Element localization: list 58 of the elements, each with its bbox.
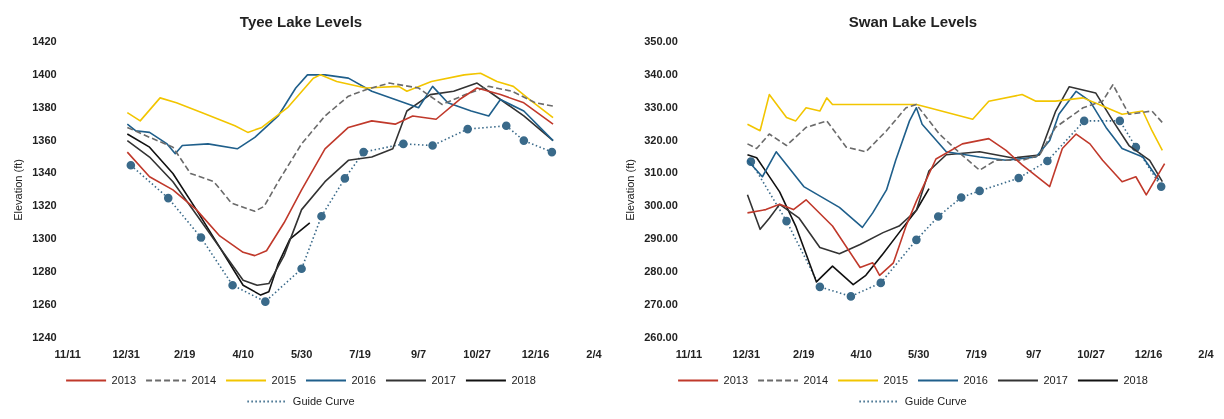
y-tick-label: 300.00 (644, 199, 678, 212)
legend-label: 2017 (1043, 373, 1068, 386)
legend-label: 2016 (351, 373, 376, 386)
x-tick-label: 2/19 (173, 348, 196, 361)
y-axis-title: Elevation (ft) (11, 159, 24, 221)
legend-label: 2013 (111, 373, 137, 386)
x-tick-label: 9/7 (1025, 348, 1042, 361)
y-tick-label: 1420 (32, 35, 57, 48)
x-tick-label: 4/10 (850, 348, 872, 361)
x-tick-label: 11/11 (675, 348, 703, 361)
x-tick-label: 12/16 (521, 348, 550, 361)
y-tick-label: 1320 (32, 199, 57, 212)
x-tick-label: 4/10 (232, 348, 254, 361)
y-tick-label: 310.00 (644, 166, 678, 179)
x-tick-label: 5/30 (290, 348, 313, 361)
x-tick-label: 2/4 (586, 348, 603, 361)
legend-label: Guide Curve (292, 394, 355, 407)
x-tick-label: 7/19 (965, 348, 987, 361)
y-tick-label: 350.00 (644, 35, 678, 48)
y-tick-label: 1380 (32, 100, 57, 113)
x-tick-label: 10/27 (1077, 348, 1105, 361)
legend-label: 2015 (883, 373, 909, 386)
x-tick-label: 11/11 (54, 348, 81, 361)
legend-label: 2014 (191, 373, 217, 386)
y-tick-label: 1360 (32, 133, 57, 146)
y-tick-label: 340.00 (644, 67, 678, 80)
chart-title: Tyee Lake Levels (239, 13, 363, 31)
y-tick-label: 1280 (32, 265, 57, 278)
legend-label: 2018 (511, 373, 536, 386)
y-axis-title: Elevation (ft) (623, 159, 636, 221)
legend-label: 2018 (1123, 373, 1148, 386)
legend-label: 2013 (723, 373, 749, 386)
x-tick-label: 12/31 (112, 348, 140, 361)
y-tick-label: 1400 (32, 67, 57, 80)
legend-label: 2017 (431, 373, 456, 386)
legend-label: 2015 (271, 373, 297, 386)
x-tick-label: 9/7 (410, 348, 427, 361)
x-tick-label: 2/4 (1198, 348, 1215, 361)
y-tick-label: 260.00 (644, 330, 678, 343)
y-tick-label: 1340 (32, 166, 57, 179)
x-tick-label: 10/27 (463, 348, 491, 361)
y-tick-label: 320.00 (644, 133, 678, 146)
y-tick-label: 270.00 (644, 297, 678, 310)
legend-label: 2014 (803, 373, 829, 386)
y-tick-label: 1260 (32, 297, 57, 310)
x-tick-label: 12/31 (732, 348, 761, 361)
y-tick-label: 330.00 (644, 100, 678, 113)
legend-label: Guide Curve (904, 394, 967, 407)
legend-label: 2016 (963, 373, 988, 386)
x-tick-label: 7/19 (349, 348, 371, 361)
y-tick-label: 1240 (32, 330, 57, 343)
x-tick-label: 5/30 (907, 348, 930, 361)
y-tick-label: 290.00 (644, 232, 678, 245)
x-tick-label: 2/19 (793, 348, 815, 361)
y-tick-label: 1300 (32, 232, 57, 245)
y-tick-label: 280.00 (644, 265, 678, 278)
x-tick-label: 12/16 (1134, 348, 1163, 361)
chart-title: Swan Lake Levels (848, 13, 978, 31)
